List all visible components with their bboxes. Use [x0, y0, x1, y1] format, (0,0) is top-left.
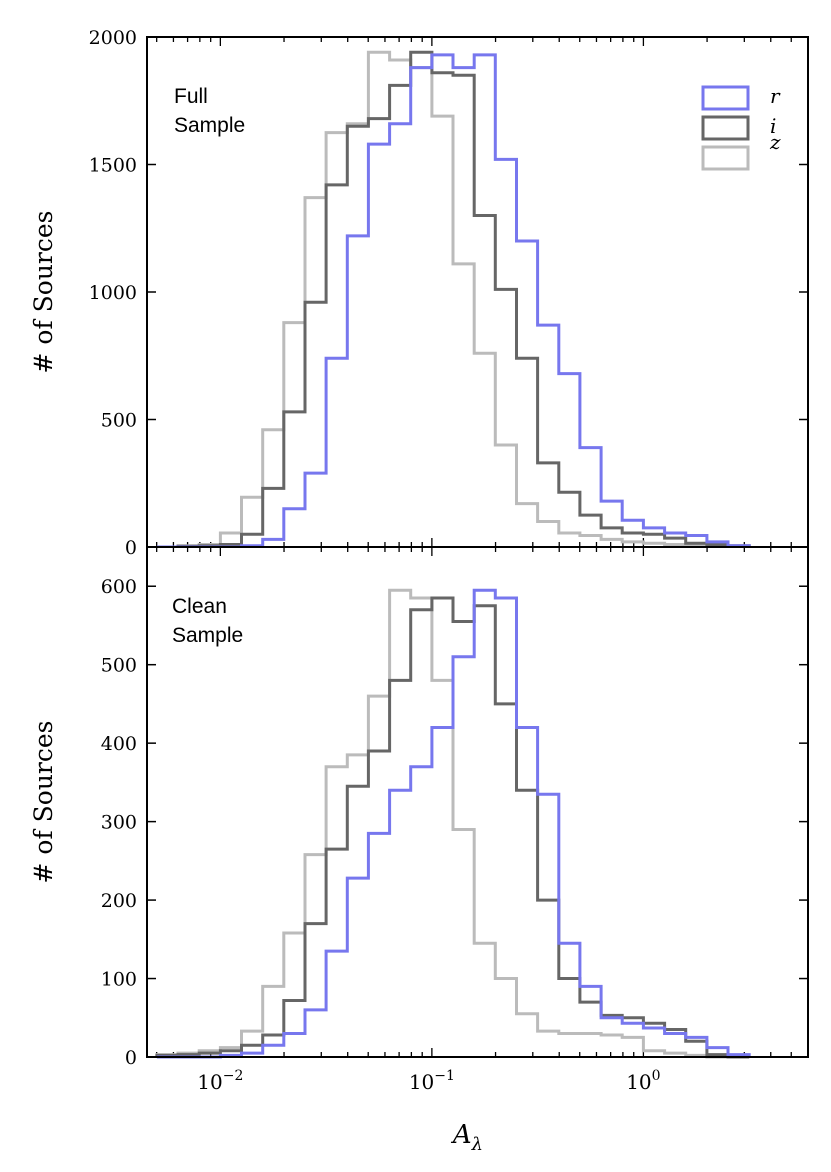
x-axis-label-subscript: λ [471, 1134, 483, 1155]
y-tick-label: 100 [101, 969, 137, 991]
legend-label-r: r [770, 84, 781, 108]
y-tick-label: 200 [101, 890, 137, 912]
plot-area [147, 37, 808, 547]
y-tick-label: 2000 [89, 27, 137, 49]
y-axis-label: # of Sources [29, 720, 58, 883]
x-tick-label-base: 10 [409, 1070, 434, 1094]
series-group [155, 588, 751, 1059]
x-tick-labels: 10−2 10−1 100 [197, 1068, 660, 1094]
legend-label-i: i [770, 114, 776, 138]
annotation-line1: Clean [172, 595, 227, 618]
histogram-i [155, 596, 750, 1059]
legend-swatch-z [701, 145, 750, 171]
x-tick-label: 10−2 [197, 1068, 243, 1094]
legend-entry-z: z [701, 130, 781, 171]
y-axis: 0 500 1000 1500 2000 [89, 27, 808, 559]
legend-entry-i: i [701, 114, 776, 141]
annotation-line2: Sample [172, 624, 243, 647]
annotation-line1: Full [174, 85, 208, 108]
y-axis: 0 100 200 300 400 500 600 [101, 576, 808, 1069]
x-tick-label: 100 [626, 1068, 660, 1094]
x-tick-label-exponent: −2 [223, 1068, 244, 1084]
legend-swatch-r [701, 85, 750, 111]
x-tick-label: 10−1 [409, 1068, 455, 1094]
y-tick-label: 500 [101, 655, 137, 677]
y-tick-label: 0 [125, 1047, 137, 1069]
x-tick-label-exponent: 0 [652, 1068, 661, 1084]
histogram-z [156, 50, 751, 549]
y-tick-label: 400 [101, 733, 137, 755]
x-tick-label-exponent: −1 [434, 1068, 455, 1084]
y-tick-label: 500 [101, 410, 137, 432]
x-axis-label-base: A [451, 1120, 472, 1150]
panel-clean-sample: 0 100 200 300 400 500 600 Clean Sample # of So… [29, 546, 809, 1069]
legend-entry-r: r [701, 84, 781, 111]
y-tick-label: 1500 [89, 155, 137, 177]
y-axis-label: # of Sources [29, 210, 58, 373]
legend: r i z [701, 84, 781, 171]
x-axis-label: Aλ [451, 1120, 483, 1155]
plot-area [147, 547, 808, 1057]
panel-full-sample: 0 500 1000 1500 2000 Full Sample # of Source… [29, 27, 809, 559]
annotation-line2: Sample [174, 114, 245, 137]
histogram-i [156, 50, 751, 549]
legend-swatch-i [701, 115, 750, 141]
plot-frame [146, 546, 809, 1058]
y-tick-label: 0 [125, 537, 137, 559]
y-tick-label: 1000 [89, 282, 137, 304]
series-group [156, 50, 751, 549]
x-tick-label-base: 10 [197, 1070, 222, 1094]
y-tick-label: 300 [101, 812, 137, 834]
y-tick-label: 600 [101, 576, 137, 598]
x-tick-label-base: 10 [626, 1070, 651, 1094]
legend-label-z: z [769, 130, 781, 154]
histogram-r [156, 53, 751, 549]
histogram-z [155, 588, 750, 1059]
histogram-r [156, 588, 751, 1059]
